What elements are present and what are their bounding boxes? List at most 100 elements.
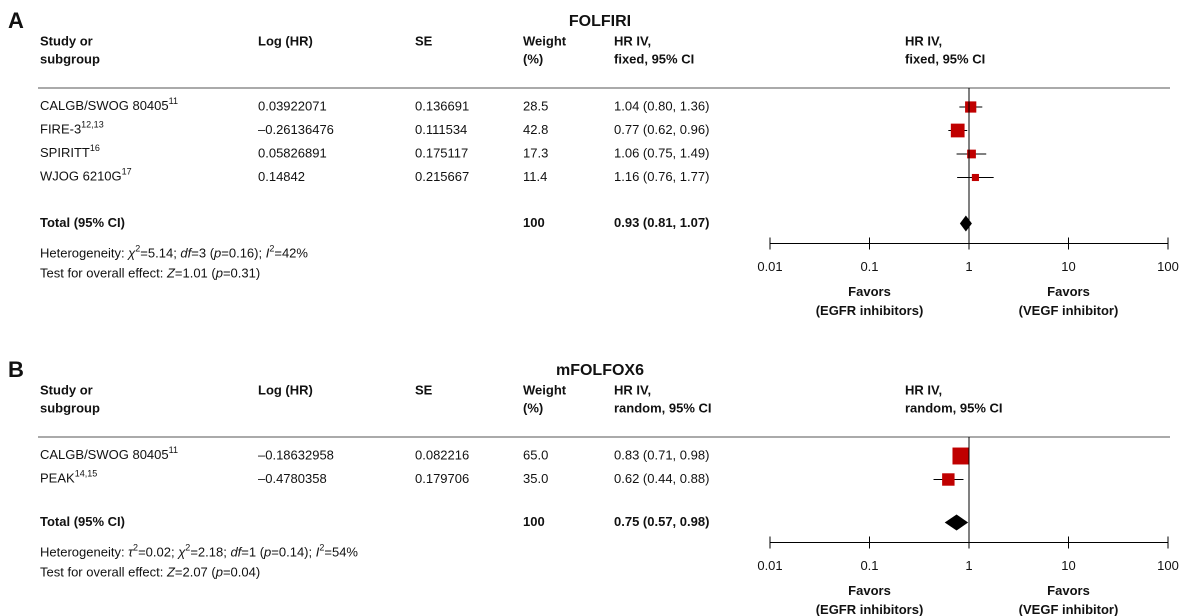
column-header: subgroup (40, 400, 100, 415)
study: WJOG 6210G (40, 169, 122, 184)
plot-header: fixed, 95% CI (905, 51, 985, 66)
column-header: fixed, 95% CI (614, 51, 694, 66)
cell-log-hr: –0.18632958 (258, 447, 334, 462)
cell-log-hr: 0.03922071 (258, 98, 327, 113)
cell-weight: 28.5 (523, 98, 548, 113)
note-run: Heterogeneity: (40, 545, 128, 560)
note-run: Test for overall effect: (40, 266, 167, 281)
cell-weight: 11.4 (523, 169, 547, 184)
tick-label: 100 (1157, 259, 1179, 274)
cell-log-hr: 0.14842 (258, 169, 305, 184)
cell-se: 0.136691 (415, 98, 469, 113)
cell-ci: 1.04 (0.80, 1.36) (614, 98, 709, 113)
effect-square (952, 447, 970, 465)
cell-weight: 17.3 (523, 145, 548, 160)
reference: 14,15 (75, 469, 98, 479)
plot-header: random, 95% CI (905, 400, 1003, 415)
total-weight: 100 (523, 514, 545, 529)
note-run: τ (128, 545, 134, 560)
total-ci: 0.93 (0.81, 1.07) (614, 215, 709, 230)
total-diamond (944, 514, 969, 531)
column-header: Study or (40, 382, 93, 397)
tick-label: 100 (1157, 558, 1179, 573)
note-run: =54% (324, 545, 358, 560)
note-run: 2 (185, 543, 190, 553)
cell-se: 0.179706 (415, 471, 469, 486)
study-name: PEAK14,15 (40, 469, 97, 486)
tick-label: 0.01 (757, 558, 782, 573)
reference: 12,13 (81, 120, 104, 130)
total-ci: 0.75 (0.57, 0.98) (614, 514, 709, 529)
cell-ci: 1.06 (0.75, 1.49) (614, 145, 709, 160)
note-run: =0.14); (271, 545, 315, 560)
note-run: 2 (269, 244, 274, 254)
cell-ci: 0.62 (0.44, 0.88) (614, 471, 709, 486)
tick-label: 1 (965, 259, 972, 274)
tick-label: 10 (1061, 558, 1075, 573)
column-header: Log (HR) (258, 382, 313, 397)
study-name: FIRE-312,13 (40, 120, 104, 137)
note-run: p (213, 246, 221, 261)
favors-label: Favors (848, 284, 891, 299)
effect-square (967, 149, 976, 159)
note-run: 2 (319, 543, 324, 553)
study: SPIRITT (40, 145, 90, 160)
study: FIRE-3 (40, 122, 81, 137)
effect-square (971, 173, 979, 182)
study-name: CALGB/SWOG 8040511 (40, 96, 178, 113)
favors-label: (EGFR inhibitors) (816, 602, 924, 616)
column-header: HR IV, (614, 382, 651, 397)
total-weight: 100 (523, 215, 545, 230)
note: Test for overall effect: Z=1.01 (p=0.31) (40, 266, 260, 281)
cell-se: 0.111534 (415, 122, 467, 137)
note-run: =0.04) (223, 565, 260, 580)
note: Heterogeneity: χ2=5.14; df=3 (p=0.16); I… (40, 244, 308, 261)
favors-label: (VEGF inhibitor) (1019, 303, 1119, 318)
tick-label: 0.01 (757, 259, 782, 274)
panel-title: FOLFIRI (569, 13, 631, 30)
favors-label: (VEGF inhibitor) (1019, 602, 1119, 616)
column-header: Weight (523, 33, 567, 48)
tick-label: 10 (1061, 259, 1075, 274)
note-run: =3 ( (191, 246, 214, 261)
total-label: Total (95% CI) (40, 514, 125, 529)
cell-se: 0.175117 (415, 145, 468, 160)
note-run: =42% (274, 246, 308, 261)
note-run: p (215, 565, 223, 580)
cell-se: 0.215667 (415, 169, 469, 184)
tick-label: 0.1 (860, 558, 878, 573)
note-run: =2.07 ( (175, 565, 217, 580)
favors-label: Favors (848, 583, 891, 598)
note-run: =0.02; (138, 545, 178, 560)
note-run: =0.16); (221, 246, 265, 261)
panel-label: B (8, 357, 24, 382)
note-run: p (215, 266, 223, 281)
note-run: I (316, 545, 320, 560)
effect-square (950, 123, 965, 138)
effect-square (965, 101, 977, 113)
panel-title: mFOLFOX6 (556, 362, 644, 379)
reference: 11 (169, 96, 178, 106)
cell-ci: 1.16 (0.76, 1.77) (614, 169, 709, 184)
note-run: I (266, 246, 270, 261)
cell-log-hr: –0.26136476 (258, 122, 334, 137)
note-run: Z (166, 266, 176, 281)
note-run: =5.14; (140, 246, 180, 261)
favors-label: Favors (1047, 284, 1090, 299)
note-run: p (263, 545, 271, 560)
column-header: Weight (523, 382, 567, 397)
column-header: SE (415, 33, 433, 48)
column-header: Log (HR) (258, 33, 313, 48)
note-run: 2 (133, 543, 138, 553)
note-run: =1 ( (241, 545, 264, 560)
note-run: χ (177, 545, 186, 560)
tick-label: 0.1 (860, 259, 878, 274)
cell-ci: 0.83 (0.71, 0.98) (614, 447, 709, 462)
column-header: random, 95% CI (614, 400, 712, 415)
note-run: Heterogeneity: (40, 246, 128, 261)
study: CALGB/SWOG 80405 (40, 447, 169, 462)
effect-square (942, 473, 955, 486)
note-run: Z (166, 565, 176, 580)
note: Test for overall effect: Z=2.07 (p=0.04) (40, 565, 260, 580)
study: CALGB/SWOG 80405 (40, 98, 169, 113)
